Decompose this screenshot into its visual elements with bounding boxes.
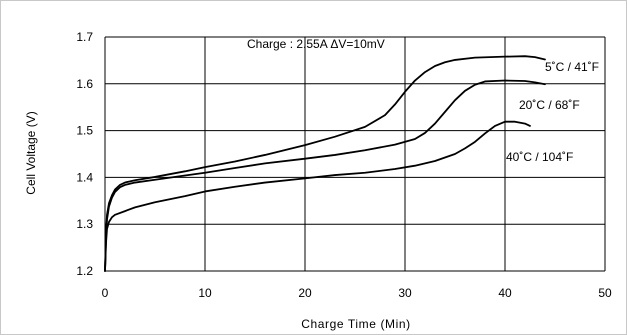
x-tick-label: 40 [498, 286, 512, 300]
y-tick-label: 1.6 [76, 77, 93, 91]
series-label-40c: 40˚C / 104˚F [506, 150, 573, 164]
x-tick-label: 0 [102, 286, 109, 300]
series-layer [104, 55, 546, 272]
y-tick-label: 1.3 [76, 217, 93, 231]
x-axis-title: Charge Time (Min) [301, 317, 411, 331]
y-tick-label: 1.2 [76, 264, 93, 278]
y-tick-label: 1.7 [76, 30, 93, 44]
x-tick-label: 20 [298, 286, 312, 300]
series-label-5c: 5˚C / 41˚F [545, 60, 599, 74]
y-axis-title: Cell Voltage (V) [24, 111, 38, 194]
x-tick-label: 30 [398, 286, 412, 300]
series-line-20c [104, 79, 546, 272]
grid [104, 36, 606, 272]
x-tick-label: 10 [198, 286, 212, 300]
y-tick-label: 1.5 [76, 124, 93, 138]
series-line-40c [104, 120, 531, 272]
series-line-5c [104, 55, 546, 272]
tick-labels: 0 10 20 30 40 50 1.2 1.3 1.4 1.5 1.6 1.7 [76, 30, 612, 300]
x-tick-label: 50 [598, 286, 612, 300]
series-label-20c: 20˚C / 68˚F [519, 98, 580, 112]
y-tick-label: 1.4 [76, 170, 93, 184]
charge-annotation: Charge : 2.55A ΔV=10mV [247, 37, 385, 51]
